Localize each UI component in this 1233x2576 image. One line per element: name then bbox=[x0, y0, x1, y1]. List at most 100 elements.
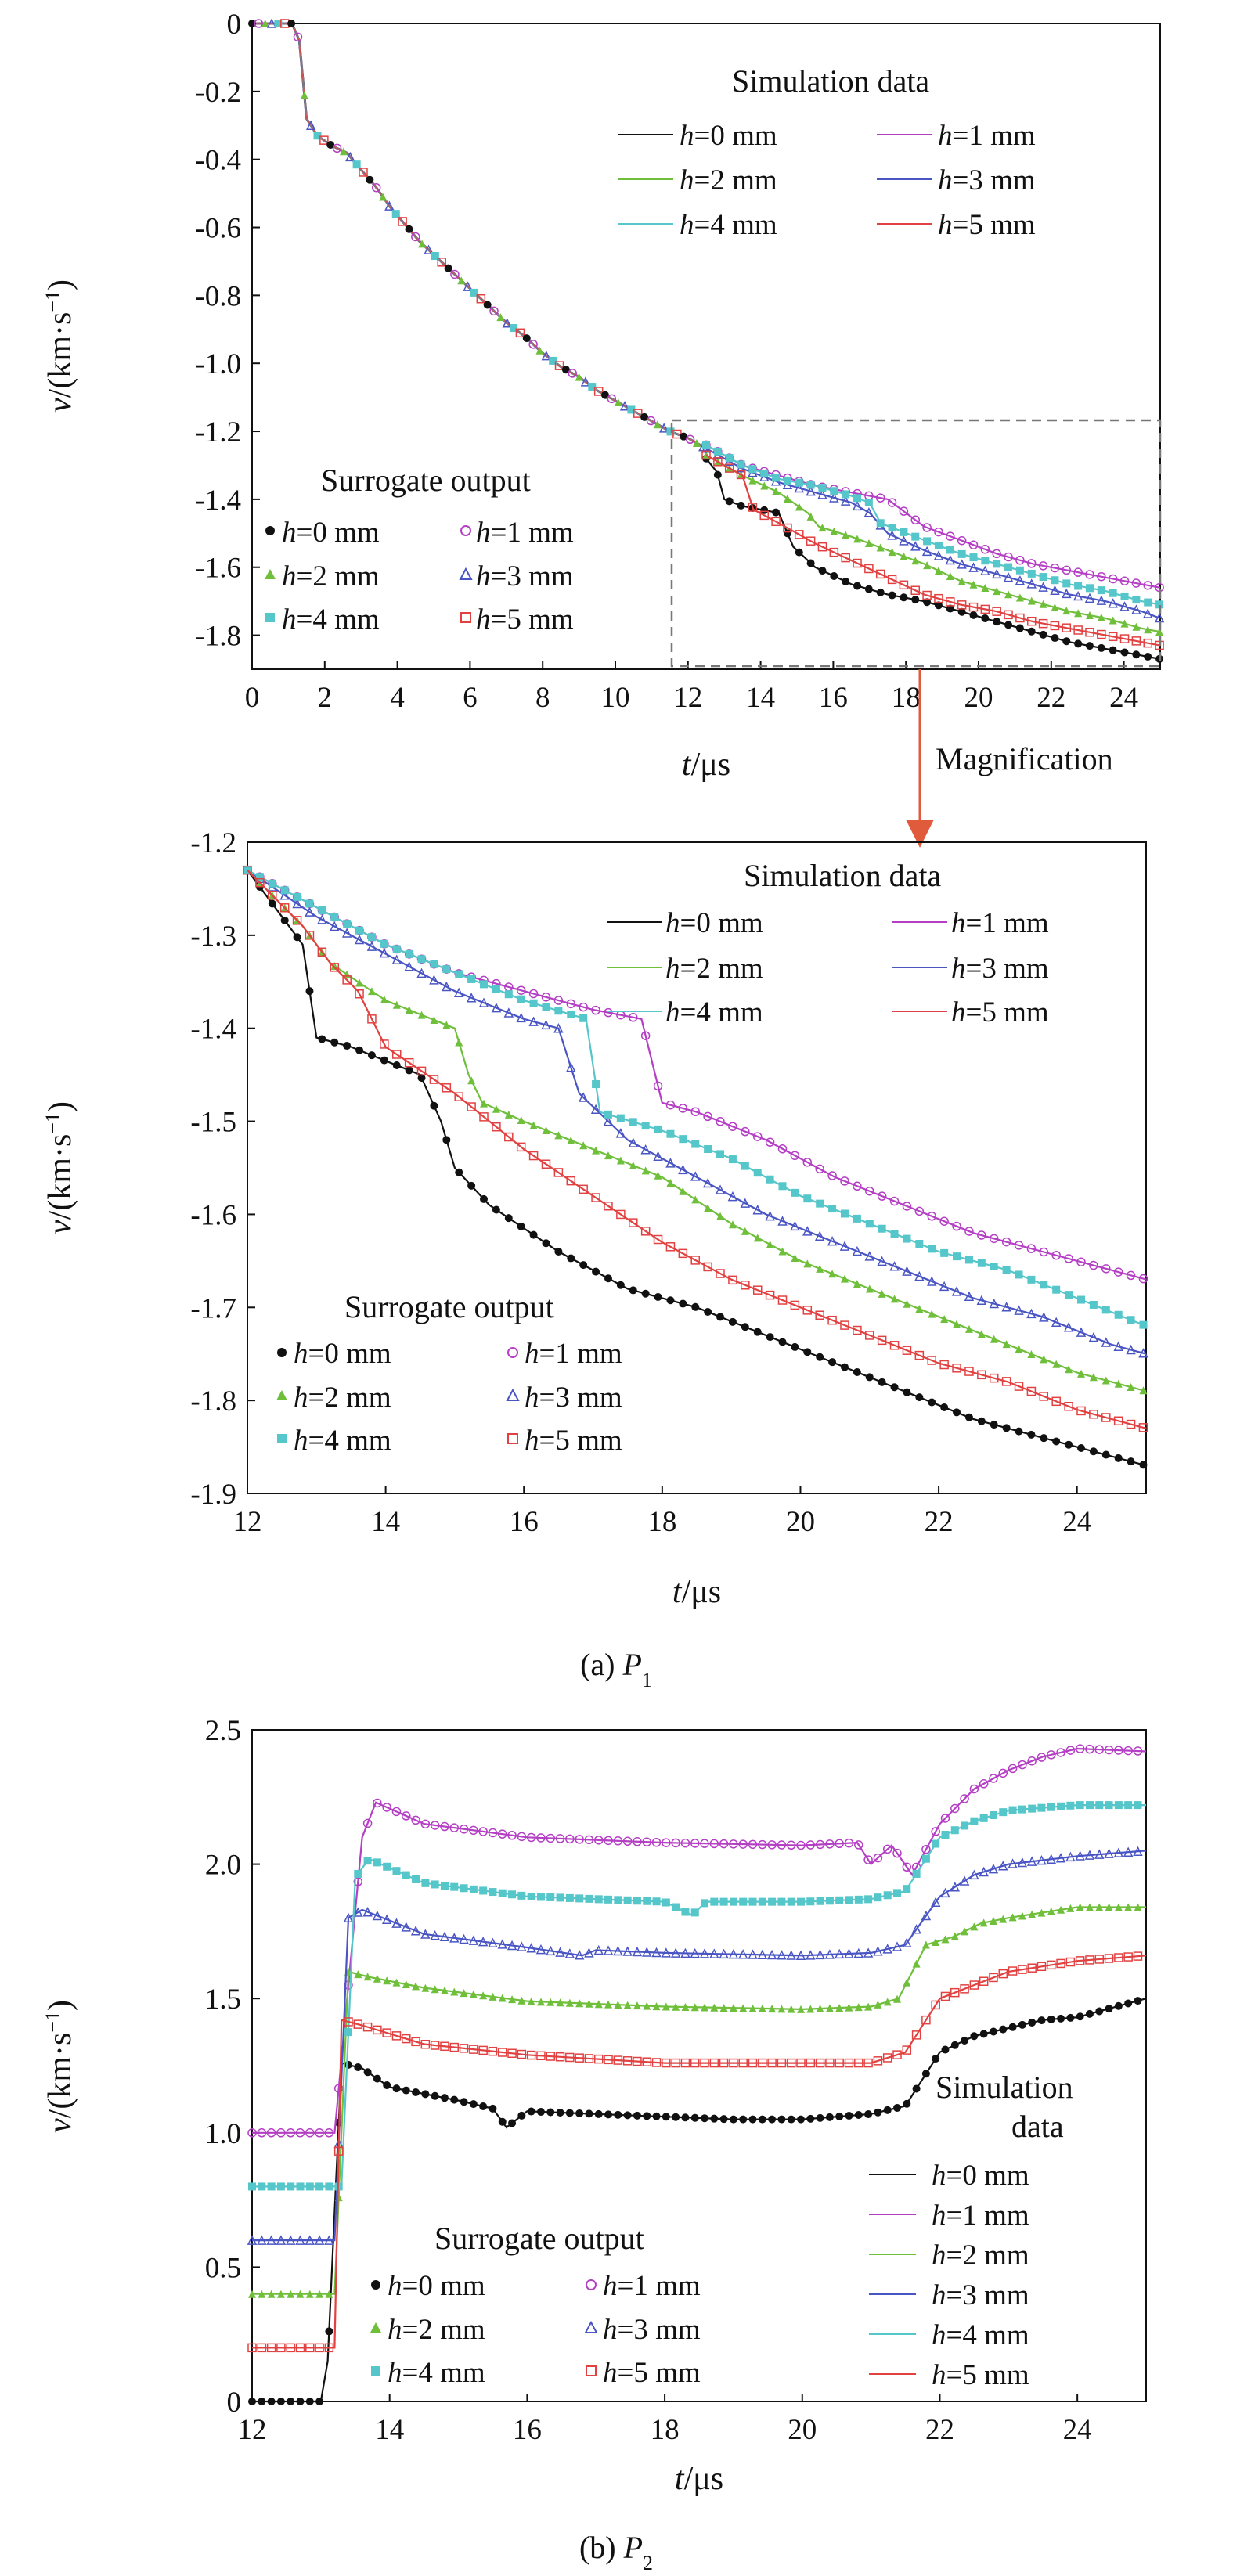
data-point-h4 bbox=[604, 1895, 613, 1904]
data-point-h5 bbox=[467, 1102, 476, 1111]
y-tick-label: -1.4 bbox=[195, 485, 241, 517]
data-point-h2 bbox=[888, 548, 896, 557]
data-point-h4 bbox=[691, 1140, 700, 1148]
data-point-h2 bbox=[803, 1259, 812, 1268]
data-point-h5 bbox=[1004, 610, 1013, 620]
data-point-h3 bbox=[853, 1947, 864, 1958]
data-point-h0 bbox=[492, 1205, 500, 1214]
data-point-h4 bbox=[672, 1903, 680, 1911]
data-point-h1 bbox=[651, 1837, 662, 1847]
data-point-h2 bbox=[556, 1998, 564, 2007]
data-point-h0 bbox=[305, 987, 314, 996]
data-point-h5 bbox=[889, 1341, 900, 1350]
y-tick-label: -1.2 bbox=[190, 827, 236, 859]
data-point-h5 bbox=[1062, 623, 1072, 632]
data-point-h4 bbox=[795, 478, 803, 487]
data-point-h3 bbox=[766, 1949, 777, 1960]
y-tick-label: 0 bbox=[227, 9, 242, 41]
data-point-h5 bbox=[910, 585, 921, 596]
data-point-h5 bbox=[579, 1184, 588, 1194]
data-point-h1 bbox=[989, 1774, 998, 1783]
y-tick-label: -1.4 bbox=[190, 1014, 236, 1046]
data-point-h3 bbox=[777, 1216, 788, 1226]
data-point-h4 bbox=[806, 481, 815, 489]
data-point-h3 bbox=[578, 1092, 589, 1102]
data-point-h4 bbox=[373, 1858, 381, 1867]
data-point-h0 bbox=[825, 2113, 834, 2121]
data-point-h2 bbox=[536, 1998, 545, 2006]
legend-h4: h=4 mm bbox=[388, 2357, 485, 2389]
data-point-h1 bbox=[1089, 1260, 1098, 1270]
data-point-h1 bbox=[777, 1840, 787, 1850]
marker-h2 bbox=[370, 2322, 381, 2333]
data-point-h2 bbox=[953, 1320, 961, 1328]
marker-h2 bbox=[276, 1390, 287, 1400]
data-point-shared bbox=[352, 160, 361, 169]
data-point-h0 bbox=[1139, 1461, 1148, 1469]
data-point-h2 bbox=[1089, 1373, 1098, 1382]
data-point-h3 bbox=[555, 1947, 565, 1957]
data-point-h3 bbox=[564, 1948, 575, 1958]
data-point-h0 bbox=[883, 2106, 892, 2114]
data-point-h0 bbox=[1037, 2016, 1046, 2025]
data-point-h2 bbox=[305, 2290, 314, 2298]
plot-frame-a-magnified bbox=[247, 841, 1147, 1494]
data-point-h0 bbox=[1114, 2001, 1123, 2010]
data-point-h4 bbox=[567, 1011, 575, 1019]
data-point-h3 bbox=[1026, 578, 1037, 589]
data-point-h0 bbox=[567, 1254, 575, 1263]
data-point-h0 bbox=[355, 1046, 364, 1054]
data-point-h3 bbox=[839, 1241, 850, 1251]
data-point-shared bbox=[658, 423, 669, 433]
data-point-h0 bbox=[1120, 648, 1129, 657]
data-point-h0 bbox=[517, 1222, 525, 1230]
data-point-h0 bbox=[373, 2074, 381, 2083]
data-point-shared bbox=[575, 373, 583, 381]
data-point-h0 bbox=[662, 2113, 670, 2121]
data-point-h0 bbox=[614, 2110, 622, 2119]
data-point-h1 bbox=[517, 1832, 527, 1842]
data-point-shared bbox=[535, 346, 544, 355]
data-point-h5 bbox=[1051, 1396, 1061, 1407]
data-point-h4 bbox=[315, 2182, 324, 2191]
data-point-h0 bbox=[1027, 627, 1036, 636]
data-point-h2 bbox=[766, 1240, 774, 1248]
data-point-h2 bbox=[489, 1992, 497, 2001]
data-point-h4 bbox=[469, 1885, 478, 1893]
data-point-h5 bbox=[736, 470, 746, 480]
data-point-h3 bbox=[503, 1007, 514, 1018]
data-point-h3 bbox=[354, 934, 365, 945]
data-point-h4 bbox=[704, 1144, 712, 1153]
data-point-h1 bbox=[541, 993, 551, 1002]
data-point-h0 bbox=[865, 1373, 874, 1382]
data-point-h3 bbox=[921, 546, 932, 557]
legend-header: Simulation data bbox=[744, 858, 941, 893]
data-point-h0 bbox=[296, 2398, 305, 2405]
data-point-shared bbox=[685, 434, 695, 445]
data-point-shared bbox=[476, 294, 486, 304]
data-point-h5 bbox=[960, 1984, 969, 1994]
data-point-h5 bbox=[728, 1275, 737, 1285]
legend-h1: h=1 mm bbox=[938, 120, 1036, 152]
data-point-h5 bbox=[709, 2058, 719, 2068]
data-point-h5 bbox=[1089, 1409, 1098, 1419]
data-point-shared bbox=[502, 318, 512, 328]
data-point-shared bbox=[522, 334, 531, 343]
data-point-h0 bbox=[1114, 1454, 1123, 1462]
data-point-shared bbox=[646, 416, 656, 426]
data-point-h4 bbox=[719, 1897, 728, 1906]
legend-h5: h=5 mm bbox=[938, 209, 1036, 241]
data-point-h0 bbox=[579, 1261, 588, 1270]
data-point-h2 bbox=[604, 2000, 613, 2009]
data-point-shared bbox=[561, 366, 570, 374]
data-point-h1 bbox=[546, 1833, 556, 1843]
data-point-h3 bbox=[454, 987, 464, 998]
data-point-h0 bbox=[691, 1302, 700, 1311]
data-point-h5 bbox=[1014, 1382, 1024, 1391]
y-tick-label: -1.9 bbox=[190, 1479, 236, 1511]
data-point-h0 bbox=[778, 1338, 787, 1346]
data-point-h3 bbox=[292, 898, 302, 909]
data-point-h5 bbox=[853, 1325, 862, 1335]
data-point-h3 bbox=[628, 1137, 638, 1147]
data-point-h4 bbox=[517, 995, 525, 1003]
